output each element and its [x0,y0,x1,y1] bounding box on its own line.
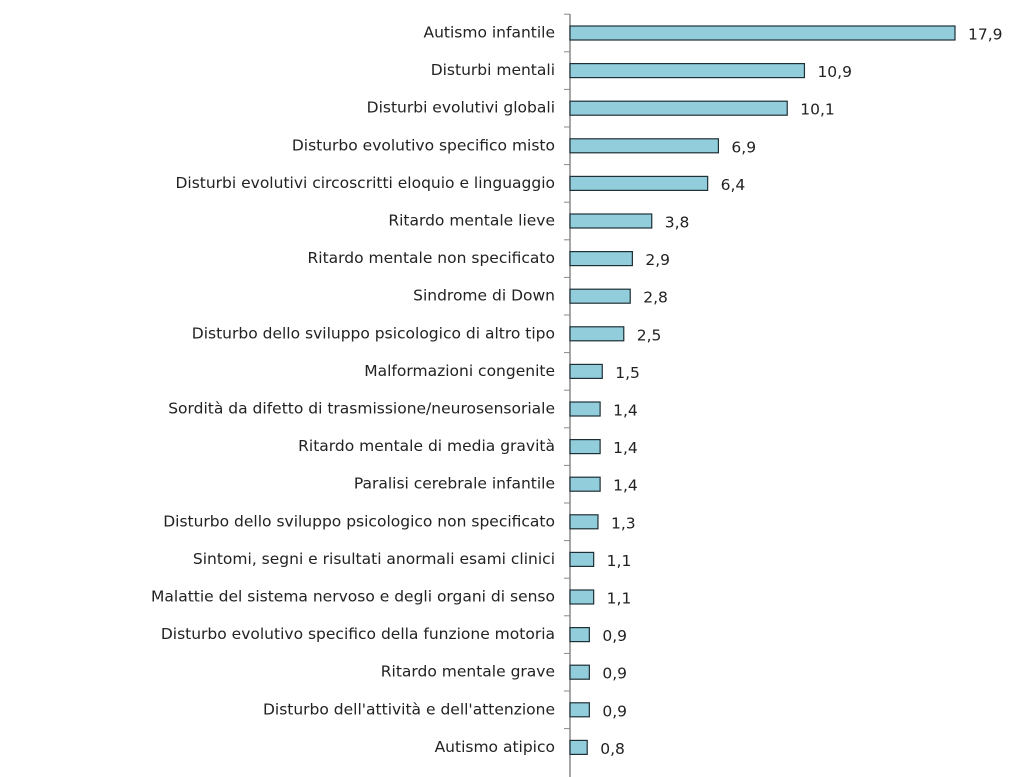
category-label: Disturbi evolutivi circoscritti eloquio … [175,174,555,192]
bar [569,626,590,643]
bar [569,138,720,154]
category-label: Disturbo evolutivo specifico misto [292,136,555,154]
category-label: Sintomi, segni e risultati anormali esam… [193,550,555,568]
category-label: Malformazioni congenite [364,362,555,380]
bar [569,401,601,417]
bar [569,213,653,229]
value-label: 1,4 [613,402,638,420]
bar [569,251,633,267]
value-label: 2,8 [643,289,668,307]
value-label: 0,9 [602,665,627,683]
bar [569,702,590,718]
category-label: Sindrome di Down [413,287,555,305]
value-label: 1,1 [607,552,632,570]
bar [569,551,595,568]
category-label: Disturbo dello sviluppo psicologico di a… [192,324,555,342]
value-label: 2,5 [637,326,662,344]
value-label: 10,1 [800,101,835,119]
category-label: Malattie del sistema nervoso e degli org… [151,588,555,606]
category-label: Paralisi cerebrale infantile [354,475,555,493]
category-label: Ritardo mentale non specificato [308,249,556,267]
bar [569,25,956,41]
bar [569,175,709,191]
category-label: Disturbo evolutivo specifico della funzi… [161,625,555,643]
bar [569,363,603,379]
bar [569,100,788,116]
category-label: Sordità da difetto di trasmissione/neuro… [168,400,555,418]
category-label: Disturbo dell'attività e dell'attenzione [263,700,555,718]
value-label: 0,9 [602,627,627,645]
value-label: 17,9 [968,26,1003,44]
category-label: Ritardo mentale grave [381,663,555,681]
value-label: 1,4 [613,477,638,495]
category-label: Disturbi evolutivi globali [367,99,555,117]
value-label: 1,4 [613,439,638,457]
value-label: 2,9 [645,251,670,269]
category-label: Disturbo dello sviluppo psicologico non … [163,512,555,530]
bar [569,288,631,304]
bar [569,62,806,79]
category-label: Autismo atipico [435,738,555,756]
category-label: Ritardo mentale di media gravità [298,437,555,455]
bar [569,514,599,530]
category-label: Ritardo mentale lieve [388,212,555,230]
value-label: 6,4 [721,176,746,194]
bar [569,476,601,492]
bar [569,326,625,342]
value-label: 1,3 [611,514,636,532]
category-label: Autismo infantile [423,24,555,42]
value-label: 0,9 [602,702,627,720]
bar [569,439,601,455]
bar [569,739,588,756]
value-label: 10,9 [817,63,852,81]
value-label: 1,5 [615,364,640,382]
value-label: 1,1 [607,590,632,608]
value-label: 0,8 [600,740,625,758]
value-label: 6,9 [731,138,756,156]
bar [569,589,595,605]
value-label: 3,8 [665,214,690,232]
bar [569,664,590,680]
category-label: Disturbi mentali [431,61,555,79]
